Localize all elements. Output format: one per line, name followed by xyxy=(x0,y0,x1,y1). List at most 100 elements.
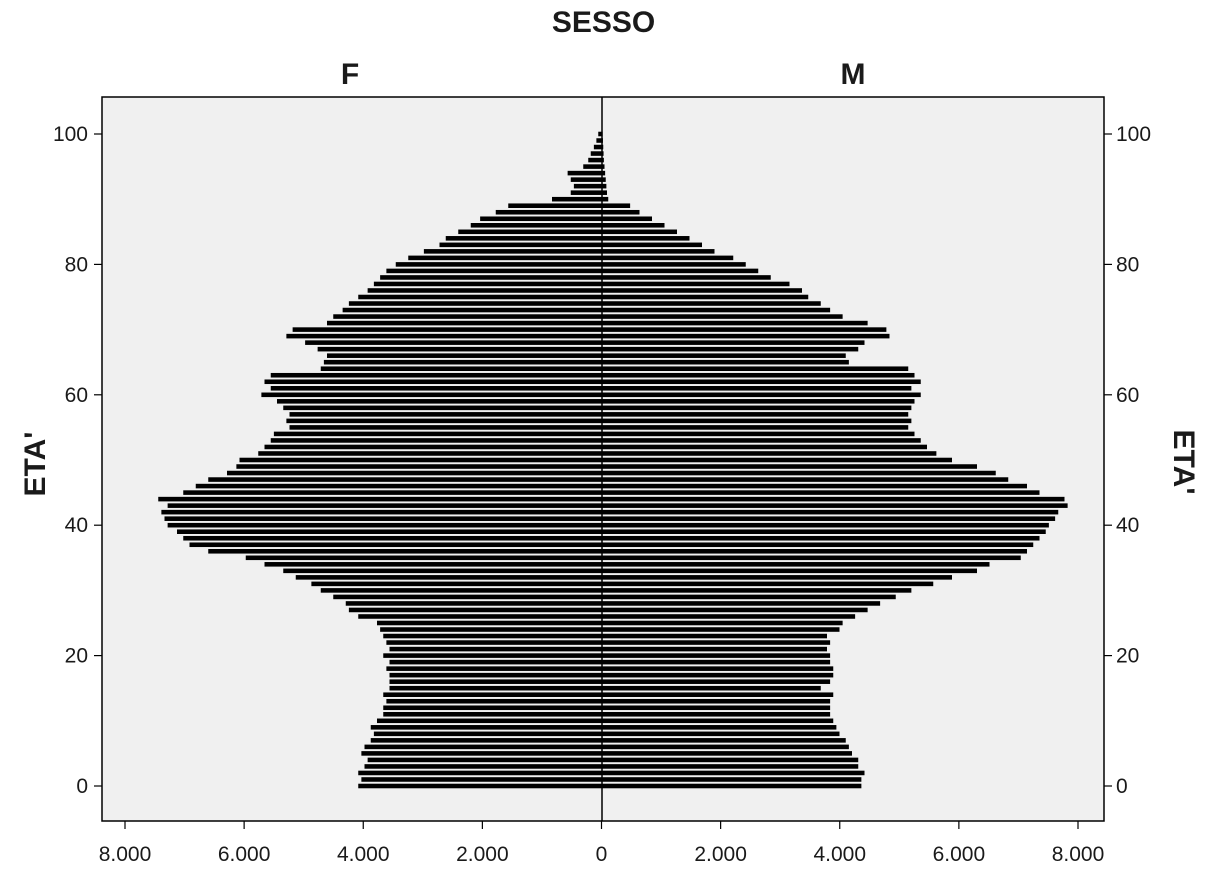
bar-male xyxy=(602,581,934,587)
x-tick-label: 6.000 xyxy=(933,843,986,866)
y-tick-label-left: 100 xyxy=(53,123,88,146)
bar-female xyxy=(270,372,602,378)
bar-female xyxy=(358,294,602,300)
bar-male xyxy=(602,366,909,372)
y-tick-label-right: 20 xyxy=(1116,645,1139,668)
y-tick-label-right: 60 xyxy=(1116,384,1139,407)
y-tick-label-right: 100 xyxy=(1116,123,1151,146)
bar-female xyxy=(195,483,602,489)
bar-female xyxy=(508,203,602,209)
bar-male xyxy=(602,764,859,769)
bar-female xyxy=(570,190,602,195)
bar-female xyxy=(161,509,602,515)
bar-female xyxy=(348,607,602,613)
bar-female xyxy=(183,535,602,541)
bar-female xyxy=(380,275,602,280)
bar-female xyxy=(389,672,602,678)
bar-male xyxy=(602,418,912,424)
bar-female xyxy=(383,653,602,658)
bar-female xyxy=(342,307,602,313)
bar-female xyxy=(364,744,602,750)
y-tick-label-left: 80 xyxy=(65,253,88,276)
bar-male xyxy=(602,783,862,789)
bar-male xyxy=(602,568,977,574)
bar-male xyxy=(602,307,831,313)
bar-male xyxy=(602,314,843,319)
bar-male xyxy=(602,522,1049,528)
bar-female xyxy=(383,705,602,711)
bar-female xyxy=(383,692,602,698)
bar-male xyxy=(602,340,865,345)
bar-male xyxy=(602,385,912,391)
bar-male xyxy=(602,399,915,404)
bar-female xyxy=(373,281,602,287)
bar-female xyxy=(358,770,602,776)
bar-female xyxy=(583,164,602,169)
bar-male xyxy=(602,555,1021,561)
bar-male xyxy=(602,216,652,222)
bar-female xyxy=(273,431,602,437)
bar-male xyxy=(602,372,915,378)
bar-male xyxy=(602,164,605,169)
bar-female xyxy=(277,399,602,404)
bar-male xyxy=(602,575,952,580)
bar-female xyxy=(227,470,602,476)
bar-male xyxy=(602,236,690,241)
bar-male xyxy=(602,601,881,606)
bar-female xyxy=(395,262,602,267)
bar-female xyxy=(596,138,602,143)
bar-male xyxy=(602,757,859,763)
bar-male xyxy=(602,333,890,339)
bar-female xyxy=(364,764,602,769)
bar-male xyxy=(602,170,606,176)
bar-male xyxy=(602,327,887,332)
bar-female xyxy=(358,614,602,619)
bar-female xyxy=(183,490,602,495)
x-tick-label: 4.000 xyxy=(813,843,866,866)
bar-male xyxy=(602,562,990,567)
bar-female xyxy=(167,522,602,528)
bar-female xyxy=(333,594,602,600)
bar-male xyxy=(602,222,665,228)
bar-male xyxy=(602,255,734,261)
bar-female xyxy=(358,783,602,789)
bar-male xyxy=(602,503,1068,508)
bar-female xyxy=(598,131,602,137)
bar-male xyxy=(602,288,802,293)
bar-male xyxy=(602,620,843,626)
bar-female xyxy=(261,392,602,398)
bar-male xyxy=(602,653,831,658)
bar-female xyxy=(380,627,602,632)
x-tick-label: 2.000 xyxy=(456,843,509,866)
bar-female xyxy=(264,562,602,567)
chart-title: SESSO xyxy=(551,6,656,39)
bar-female xyxy=(570,177,602,182)
y-tick-label-left: 20 xyxy=(65,645,88,668)
bar-male xyxy=(602,457,952,463)
bar-male xyxy=(602,151,604,156)
bar-male xyxy=(602,275,771,280)
bar-male xyxy=(602,196,609,202)
bar-male xyxy=(602,425,909,430)
bar-female xyxy=(167,503,602,508)
bar-male xyxy=(602,203,631,209)
x-tick-label: 6.000 xyxy=(218,843,271,866)
bar-male xyxy=(602,262,746,267)
bar-female xyxy=(373,731,602,737)
bar-male xyxy=(602,490,1040,495)
bar-female xyxy=(283,405,602,411)
bar-female xyxy=(389,646,602,652)
bar-female xyxy=(208,477,602,482)
bar-male xyxy=(602,594,896,600)
bar-female xyxy=(377,718,602,724)
bar-male xyxy=(602,731,840,737)
bar-male xyxy=(602,412,909,417)
bar-female xyxy=(320,366,602,372)
bar-male xyxy=(602,627,840,632)
bar-female xyxy=(552,196,602,202)
bar-male xyxy=(602,588,912,593)
bar-male xyxy=(602,679,831,684)
bar-male xyxy=(602,666,834,671)
bar-male xyxy=(602,320,868,326)
